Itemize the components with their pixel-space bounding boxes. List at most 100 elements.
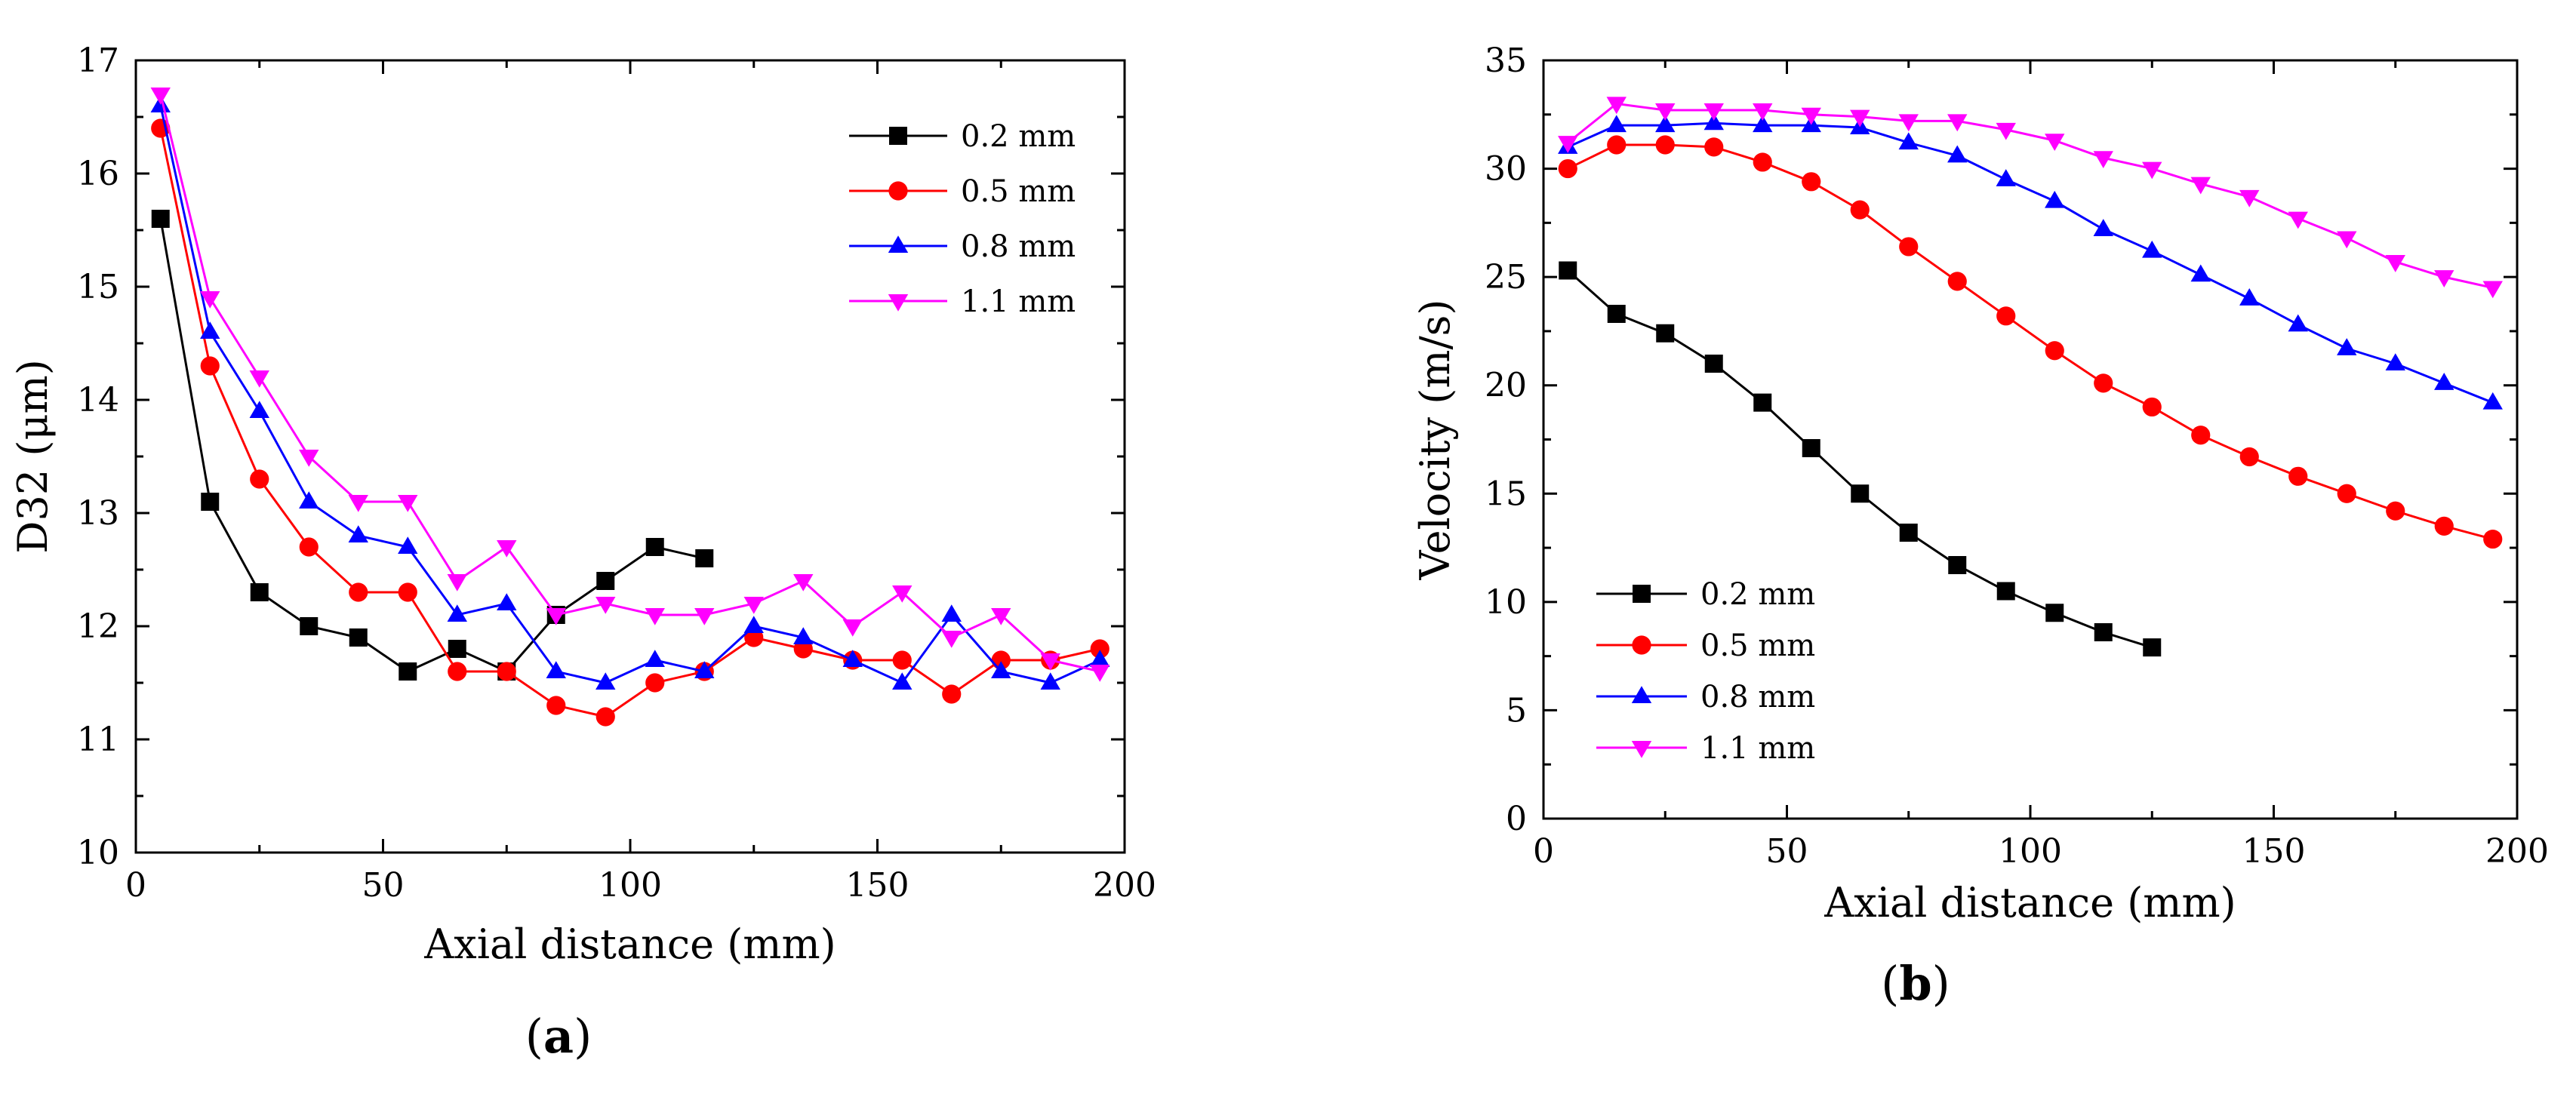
data-point [2482, 392, 2503, 410]
data-point [1899, 523, 1918, 542]
data-point [1703, 112, 1724, 131]
data-point [1656, 324, 1675, 343]
data-point [250, 469, 269, 489]
data-point [1607, 135, 1627, 155]
data-point [1850, 200, 1870, 220]
y-tick-label: 12 [77, 607, 119, 646]
data-point [991, 661, 1011, 678]
y-tick-label: 15 [1485, 475, 1527, 513]
data-point [2239, 288, 2260, 306]
data-point [447, 574, 467, 592]
series-line [159, 105, 1100, 684]
data-point [793, 627, 814, 644]
data-point [2094, 373, 2113, 393]
data-point [2239, 447, 2259, 467]
y-tick-label: 14 [77, 381, 119, 419]
legend-marker [1631, 686, 1652, 703]
legend-label: 1.1 mm [961, 284, 1076, 319]
data-point [348, 495, 368, 512]
plot-frame [1542, 59, 2519, 820]
y-axis-label: D32 (μm) [9, 359, 57, 554]
data-point [497, 662, 516, 681]
series-line [1567, 121, 2494, 404]
data-point [1704, 355, 1723, 373]
panel-label-b: (b) [1881, 956, 1950, 1011]
data-point [892, 672, 913, 690]
data-point [497, 593, 517, 610]
y-tick-label: 35 [1485, 41, 1527, 80]
data-point [399, 662, 417, 681]
data-point [2288, 211, 2308, 229]
data-point [596, 672, 616, 690]
x-tick-label: 150 [2242, 832, 2306, 871]
data-point [1040, 672, 1060, 690]
panel-label-a: (a) [525, 1009, 592, 1064]
legend-label: 0.5 mm [1700, 628, 1815, 663]
data-point [1996, 582, 2015, 601]
data-point [2337, 338, 2357, 355]
data-point [2386, 501, 2405, 521]
data-point [299, 450, 319, 467]
series-0-2-mm [1559, 261, 2162, 657]
data-point [645, 608, 665, 625]
y-axis-label: Velocity (m/s) [1411, 300, 1459, 581]
data-point [2143, 638, 2162, 657]
y-tick-label: 30 [1485, 150, 1527, 189]
data-point [892, 650, 912, 670]
y-tick-label: 10 [1485, 583, 1527, 622]
y-tick-label: 20 [1485, 367, 1527, 405]
data-point [2142, 240, 2162, 258]
data-point [546, 661, 566, 678]
data-point [300, 617, 319, 635]
data-point [1090, 639, 1109, 659]
data-point [991, 608, 1011, 625]
data-point [200, 356, 220, 376]
legend-label: 0.8 mm [1700, 680, 1815, 714]
y-tick-label: 0 [1506, 800, 1527, 838]
chart-a: 0 50 100 150 200 10 11 12 13 14 15 16 17 Axial distan… [9, 41, 1156, 968]
x-tick-label: 150 [846, 866, 909, 905]
data-point [1558, 136, 1578, 153]
data-point [2482, 281, 2503, 299]
x-tick-label: 50 [1766, 832, 1808, 871]
data-point [2434, 373, 2454, 390]
data-point [2142, 397, 2162, 417]
data-point [398, 536, 418, 554]
data-point [2434, 516, 2454, 536]
legend-marker [888, 181, 908, 201]
data-point [2239, 189, 2260, 207]
data-point [596, 572, 615, 590]
data-point [1753, 115, 1773, 133]
legend-label: 0.5 mm [961, 174, 1076, 209]
data-point [150, 88, 171, 105]
legend-label: 1.1 mm [1700, 731, 1815, 766]
series-0-5-mm [1558, 135, 2503, 549]
data-point [1753, 103, 1773, 121]
series-line [159, 128, 1100, 718]
data-point [2288, 466, 2308, 486]
data-point [1655, 135, 1675, 155]
data-point [1947, 114, 1968, 132]
data-point [546, 696, 566, 715]
y-tick-label: 13 [77, 494, 119, 533]
x-tick-label: 200 [2485, 832, 2549, 871]
data-point [694, 608, 715, 625]
data-point [1655, 103, 1676, 121]
data-point [1558, 158, 1577, 179]
data-point [2045, 341, 2064, 361]
data-point [1703, 103, 1724, 121]
data-point [695, 549, 714, 567]
series-line [159, 218, 705, 673]
legend-marker [1633, 585, 1651, 603]
data-point [2045, 604, 2064, 622]
data-point [645, 538, 664, 556]
data-point [2190, 177, 2211, 195]
x-tick-label: 100 [1999, 832, 2062, 871]
data-point [1899, 237, 1919, 257]
data-point [1090, 665, 1110, 682]
data-point [1606, 115, 1627, 133]
data-point [2094, 623, 2113, 642]
data-point [743, 616, 764, 633]
data-point [1802, 172, 1821, 192]
data-point [1090, 650, 1110, 667]
